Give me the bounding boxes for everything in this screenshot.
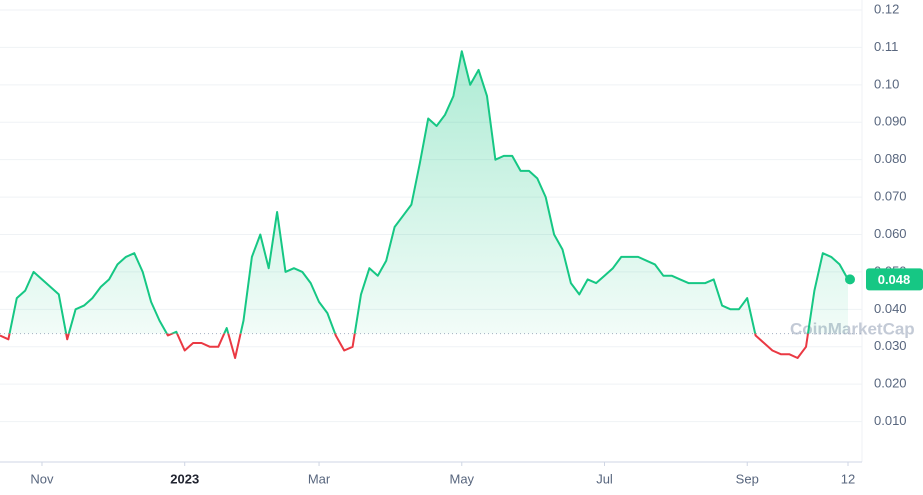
current-badge [866,268,923,291]
y-tick-label: 0.020 [874,376,907,391]
y-tick-label: 0.070 [874,189,907,204]
price-line-up [8,50,849,334]
x-tick-label: 2023 [170,471,199,486]
x-tick-label: Jul [596,471,613,486]
y-tick-label: 0.080 [874,151,907,166]
y-tick-label: 0.060 [874,226,907,241]
y-tick-label: 0.12 [874,1,899,16]
x-tick-label: Mar [308,471,331,486]
y-tick-label: 0.010 [874,413,907,428]
y-tick-label: 0.11 [874,39,898,54]
x-tick-label: May [450,471,475,486]
current-dot [845,274,855,285]
price-area [0,51,848,334]
y-tick-label: 0.030 [874,338,907,353]
y-tick-label: 0.10 [874,76,899,91]
x-tick-label: Sep [736,471,759,486]
y-tick-label: 0.090 [874,114,907,129]
x-tick-label: Nov [30,471,54,486]
x-tick-label: 12 [841,471,855,486]
y-tick-label: 0.040 [874,301,907,316]
current-price-label: 0.048 [878,272,911,287]
